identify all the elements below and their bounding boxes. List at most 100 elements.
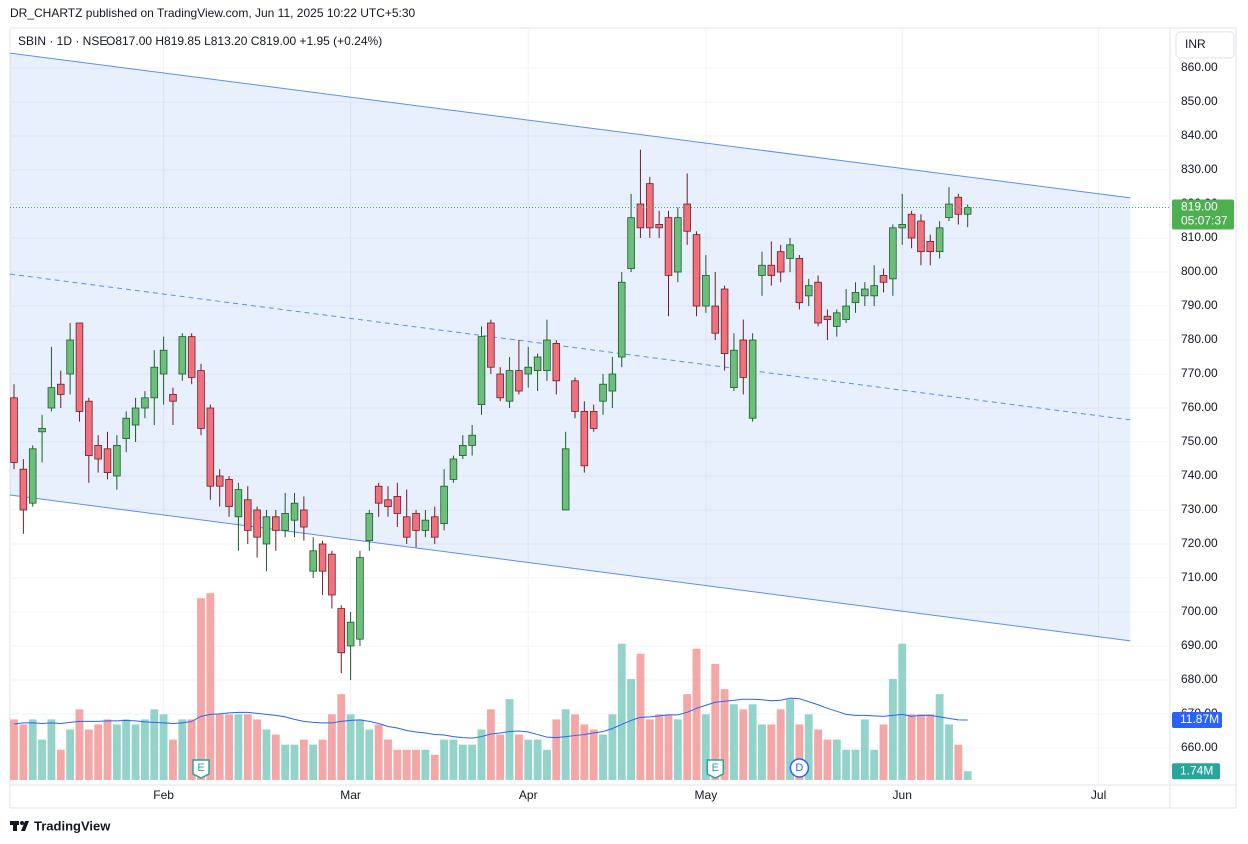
candle-body [47,387,56,409]
candle-body [384,499,392,507]
candle-body [215,475,224,487]
candle-body [758,264,766,276]
candle-body [103,448,112,473]
candle-body [907,213,916,239]
volume-bar [384,739,392,780]
candle-body [290,502,299,521]
candle-body [66,339,74,375]
chart-title: DR_CHARTZ published on TradingView.com, … [10,6,416,20]
volume-bar [664,714,673,780]
volume-bar [327,714,336,780]
volume-ma-line [13,697,968,739]
candle-body [748,339,757,419]
volume-bar [917,714,925,780]
volume-bar [159,714,168,780]
volume-bar [496,734,505,780]
y-tick-label: 710.00 [1181,570,1218,584]
candle-body [524,366,533,375]
volume-bar [468,744,477,780]
candle-body [580,411,589,467]
volume-bar [75,709,84,780]
candle-body [85,400,93,457]
candle-body [515,370,523,392]
volume-bar [543,749,551,780]
volume-bar [486,709,495,780]
y-tick-label: 760.00 [1181,400,1218,414]
event-marker: E [192,759,210,779]
volume-bar [514,734,523,780]
volume-ma-box [1172,712,1222,729]
candle-body [636,203,645,229]
volume-bar [234,714,243,780]
candle-body [365,512,374,541]
volume-bar [617,643,626,780]
candle-body [505,370,514,402]
volume-bar [524,739,533,780]
volume-bar [281,744,290,780]
candle-body [57,383,65,395]
brand-logo [10,821,29,831]
volume-bar [571,714,579,780]
volume-bar [776,709,785,780]
x-tick-label: Feb [153,788,174,802]
symbol-label: SBIN · 1D · NSE [18,34,107,48]
volume-bar [131,724,140,780]
candle-body [814,281,822,324]
currency-box[interactable] [1175,31,1235,59]
candle-body [833,312,841,327]
y-tick-label: 780.00 [1181,332,1218,346]
volume-bar [243,714,252,780]
candle-body [879,275,888,283]
candle-body [552,343,561,382]
volume-bar [739,709,748,780]
candle-body [393,495,402,514]
volume-bar [673,719,682,780]
candle-body [262,516,271,545]
y-tick-label: 730.00 [1181,502,1218,516]
candle-body [28,448,37,504]
last-price-box [1172,199,1234,230]
volume-bar [655,714,664,780]
volume-bar [720,689,729,780]
volume-bar [533,739,542,780]
event-badge [789,758,810,778]
volume-bar [963,771,972,780]
candle-body [75,322,84,412]
volume-bar [645,719,654,780]
candle-body [898,224,906,229]
candle-body [767,264,776,276]
candle-body [374,485,383,504]
volume-bar [84,729,93,780]
y-tick-label: 860.00 [1181,60,1218,74]
candle-body [655,224,663,229]
volume-bar [309,744,318,780]
candle-body [851,292,860,304]
volume-bar [477,729,486,780]
candle-body [356,557,364,640]
x-tick-label: Apr [519,788,538,802]
volume-last-label: 1.74M [1180,763,1213,777]
candle-body [19,468,28,511]
event-label: E [712,762,719,774]
volume-bar [28,719,37,780]
volume-bar [823,739,832,780]
volume-bar [870,749,879,780]
volume-bar [253,719,262,780]
candle-body [169,394,177,402]
channel-lower [9,494,1131,642]
event-badge [706,759,724,779]
volume-bar [608,714,617,780]
y-tick-label: 750.00 [1181,434,1218,448]
event-badge [192,759,210,779]
currency-label[interactable]: INR [1185,37,1206,51]
candle-body [440,485,448,524]
x-tick-label: Jul [1091,788,1106,802]
candle-body [337,608,346,654]
candle-body [589,411,598,429]
event-label: E [197,762,204,774]
volume-bar [758,724,766,780]
candle-body [926,241,935,253]
volume-bar [346,714,355,780]
volume-bar [888,679,897,780]
volume-bar [692,648,701,780]
